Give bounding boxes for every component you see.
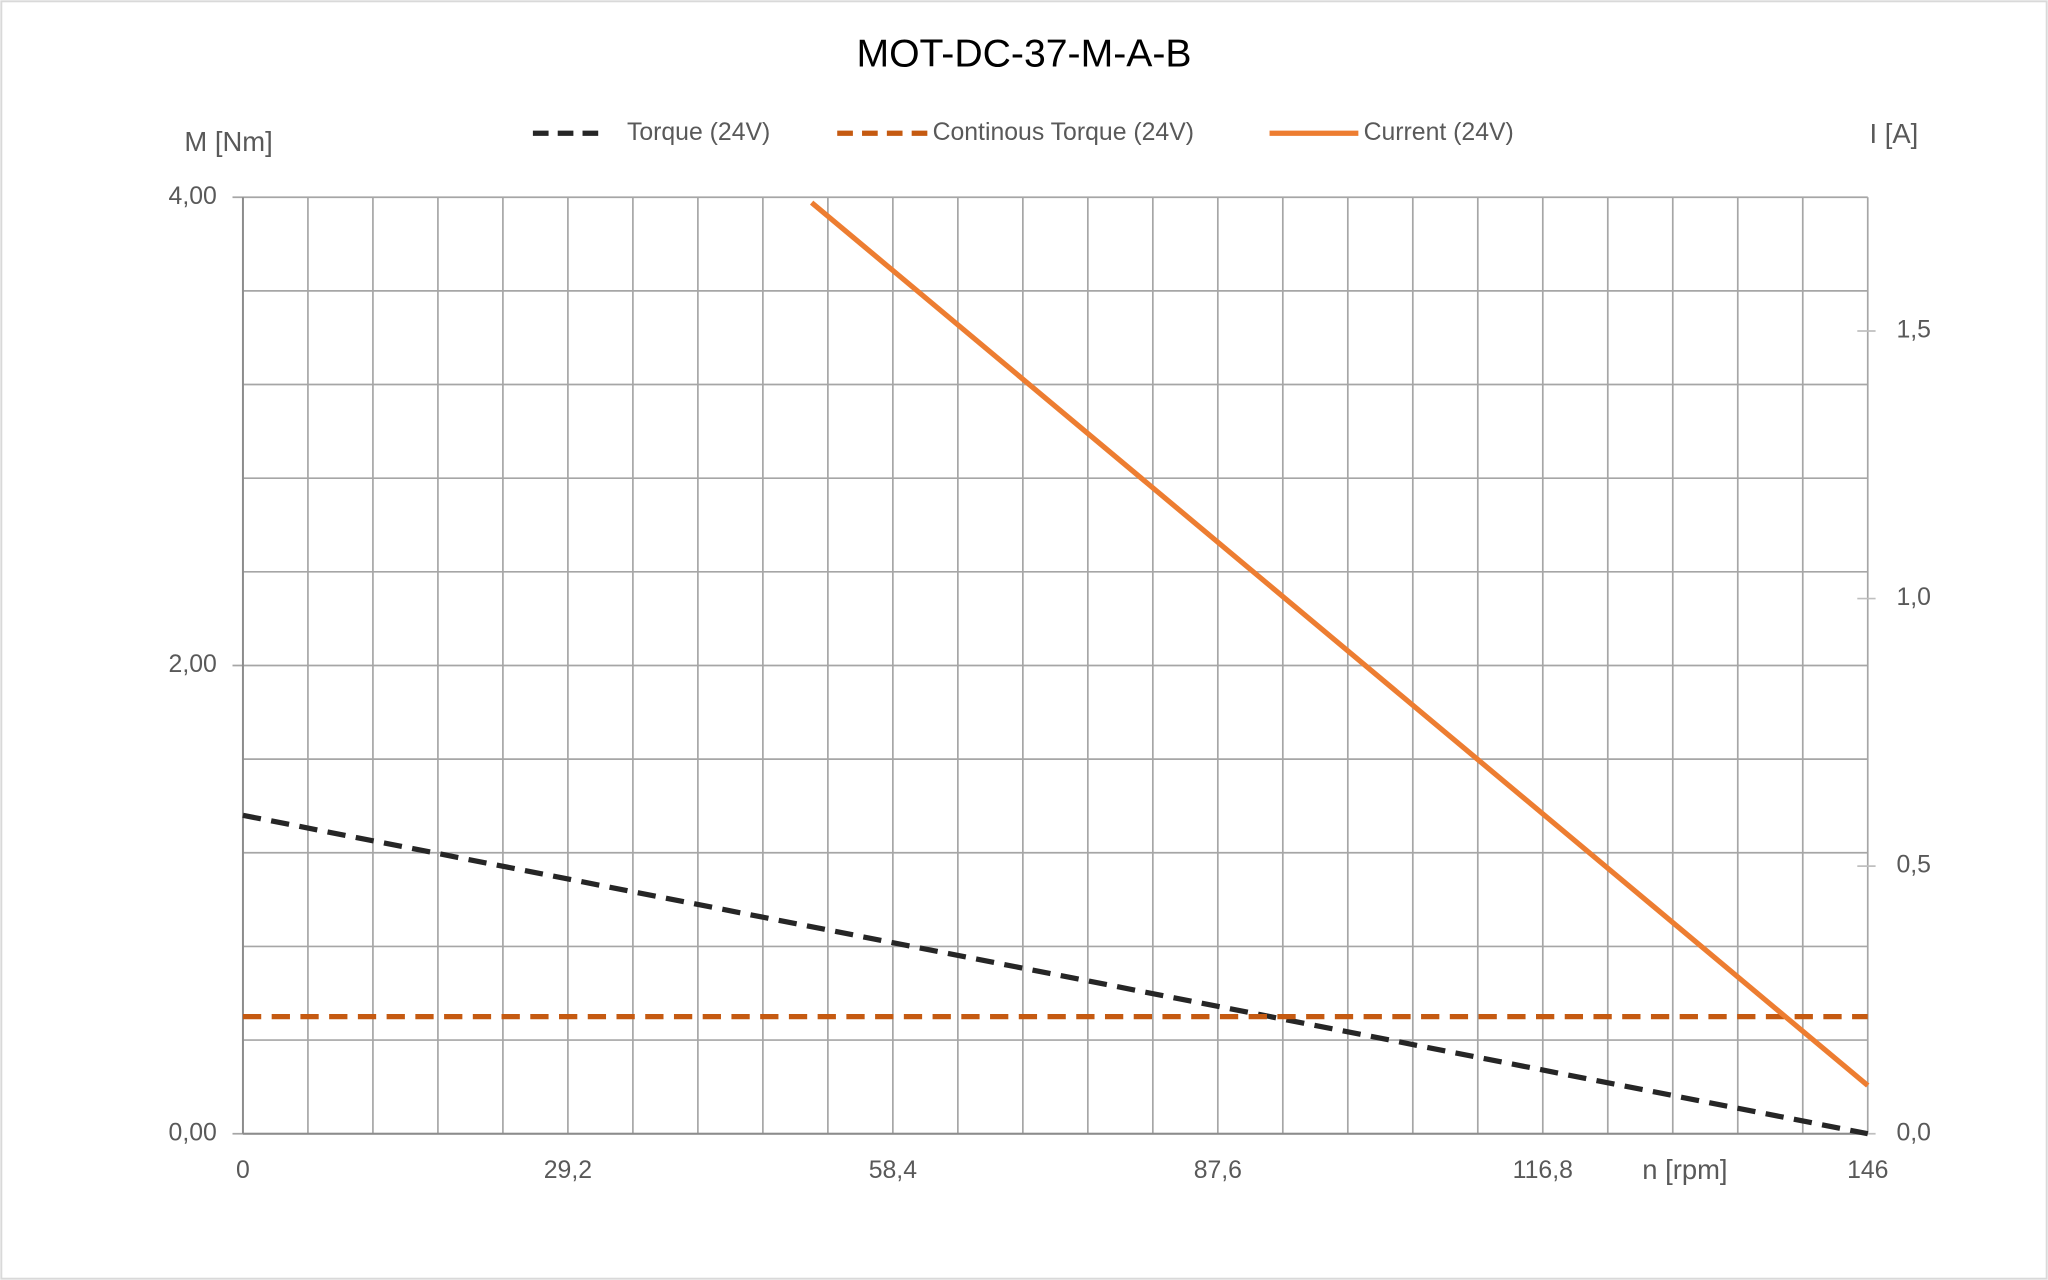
x-tick-label: 0	[236, 1157, 250, 1184]
x-tick-label: 87,6	[1194, 1157, 1242, 1184]
y-tick-label: 0,00	[169, 1119, 217, 1146]
x-tick-label: 58,4	[869, 1157, 917, 1184]
x-axis-label: n [rpm]	[1642, 1154, 1727, 1185]
x-tick-label: 29,2	[544, 1157, 592, 1184]
y2-axis-label: I [A]	[1870, 118, 1919, 149]
series-line	[809, 200, 1870, 1088]
y2-tick-label: 1,5	[1896, 317, 1930, 344]
y2-tick-label: 1,0	[1896, 584, 1930, 611]
legend-label: Continous Torque (24V)	[933, 119, 1194, 146]
x-tick-label: 116,8	[1513, 1157, 1573, 1184]
legend-label: Torque (24V)	[627, 119, 770, 146]
legend-label: Current (24V)	[1364, 119, 1514, 146]
chart-title: MOT-DC-37-M-A-B	[856, 33, 1191, 76]
x-tick-label: 146	[1847, 1157, 1888, 1184]
y2-tick-label: 0,5	[1896, 852, 1930, 879]
y2-tick-label: 0,0	[1896, 1119, 1930, 1146]
series-line	[242, 812, 1869, 1137]
y-tick-label: 2,00	[169, 651, 217, 678]
y-axis-label: M [Nm]	[184, 126, 272, 157]
y-tick-label: 4,00	[169, 183, 217, 210]
